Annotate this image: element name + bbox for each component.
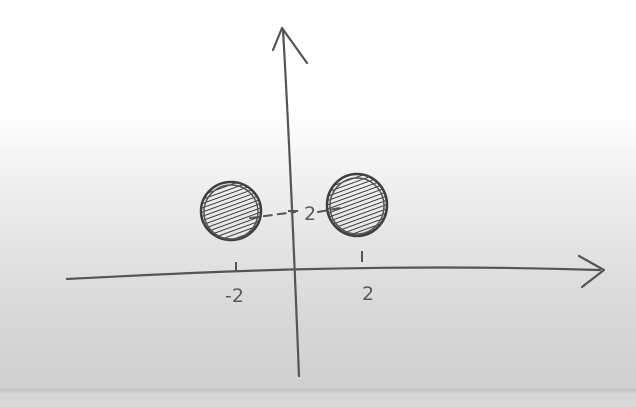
bottom-edge <box>0 389 636 407</box>
x-axis-arrowhead <box>577 254 606 289</box>
point-right <box>325 172 389 238</box>
x-tick-label-pos2: 2 <box>362 283 374 305</box>
y-tick-label-2: 2 <box>304 203 316 225</box>
x-axis-line <box>65 266 602 281</box>
y-axis-line <box>281 28 301 378</box>
point-left <box>199 180 263 242</box>
x-tick-label-neg2: -2 <box>225 285 244 307</box>
y-axis-arrowhead <box>271 26 309 65</box>
